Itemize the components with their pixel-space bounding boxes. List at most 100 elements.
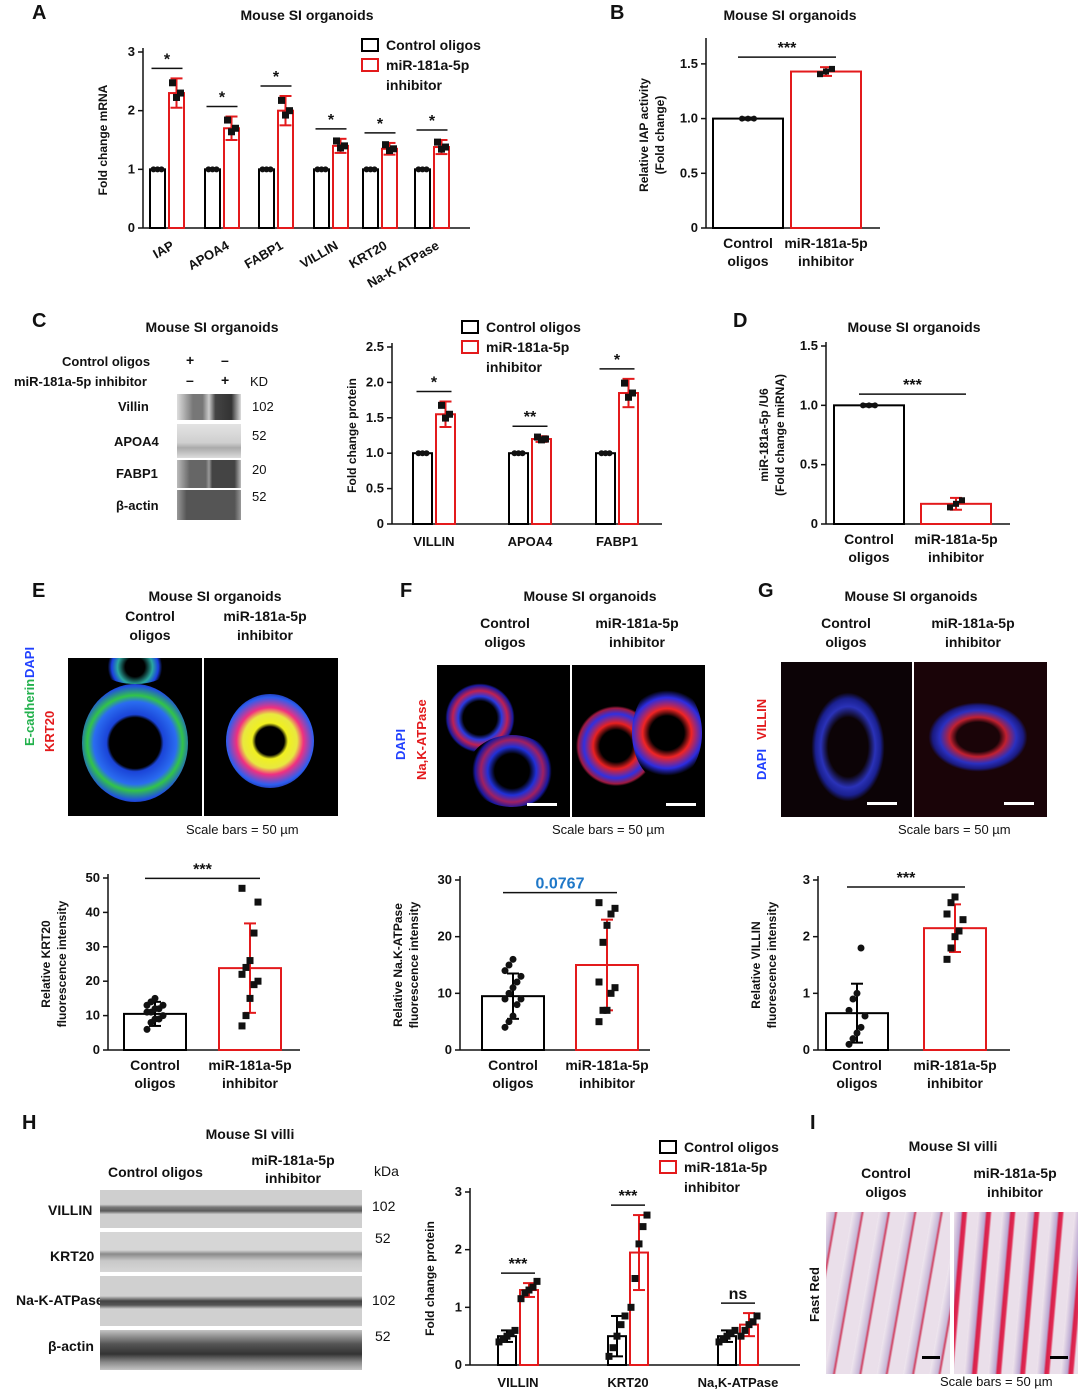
point-control-H	[605, 1352, 613, 1360]
panel-letter-f: F	[400, 580, 413, 602]
y-axis-label-G: fluorescence intensity	[765, 901, 779, 1028]
panel-i-image-inhibitor	[954, 1212, 1078, 1374]
point-inhibitor-F	[595, 899, 603, 907]
bar-control-F	[481, 995, 545, 1052]
point-inhibitor-A	[173, 93, 180, 101]
point-inhibitor-A	[337, 144, 344, 152]
point-control-H	[715, 1338, 723, 1346]
point-control-F	[509, 1012, 517, 1020]
blot-h-protein: VILLIN	[48, 1202, 93, 1218]
panel-e-col-inh-2: inhibitor	[237, 627, 293, 643]
blot-h-band-krt20	[100, 1232, 362, 1272]
y-tick-label-B: 0.5	[680, 165, 698, 180]
point-inhibitor-A	[232, 124, 239, 132]
point-inhibitor-G	[951, 893, 959, 901]
panel-i-scale-text: Scale bars = 50 µm	[940, 1374, 1053, 1389]
blot-c-protein: β-actin	[116, 498, 159, 513]
point-inhibitor-H	[525, 1286, 533, 1294]
point-inhibitor-H	[745, 1321, 753, 1329]
legend-swatch-inhibitor-A	[361, 58, 379, 72]
point-control-G	[857, 1023, 865, 1031]
significance-A: *	[164, 51, 171, 68]
x-tick-label-H: KRT20	[607, 1375, 648, 1390]
blot-h-protein: Na-K-ATPase	[16, 1292, 104, 1308]
x-tick-label-B: Control	[723, 235, 773, 251]
y-tick-label-F: 10	[438, 985, 452, 1000]
point-control-H	[727, 1329, 735, 1337]
point-control-A	[267, 166, 274, 173]
point-control-F	[501, 995, 509, 1003]
point-control-H	[507, 1329, 515, 1337]
point-inhibitor-D	[959, 497, 965, 504]
point-control-D	[860, 402, 866, 409]
point-control-H	[503, 1332, 511, 1340]
significance-G: ***	[897, 870, 916, 887]
point-control-F	[501, 967, 509, 975]
bar-control-A	[204, 168, 221, 229]
point-inhibitor-E	[242, 1012, 250, 1020]
point-inhibitor-F	[603, 1006, 611, 1014]
y-tick-label-C: 1.0	[366, 445, 384, 460]
point-control-F	[505, 961, 513, 969]
panel-a-title: Mouse SI organoids	[240, 7, 373, 23]
blot-h-group-inh-1: miR-181a-5p	[251, 1152, 335, 1168]
y-tick-label-H: 3	[455, 1184, 462, 1199]
x-tick-label-D: inhibitor	[928, 549, 985, 565]
point-inhibitor-A	[438, 145, 445, 153]
bar-control-D	[833, 404, 905, 526]
y-tick-label-F: 20	[438, 929, 452, 944]
blot-c-sign: –	[186, 372, 194, 388]
x-tick-label-H: VILLIN	[497, 1375, 538, 1390]
y-tick-label-H: 1	[455, 1299, 462, 1314]
y-tick-label-E: 10	[86, 1008, 100, 1023]
panel-i-image-control	[826, 1212, 950, 1374]
point-control-C	[423, 450, 430, 457]
bar-control-A	[149, 168, 166, 229]
y-tick-label-C: 1.5	[366, 410, 384, 425]
blot-h-protein: KRT20	[50, 1248, 95, 1264]
legend-label-inhibitor-C: miR-181a-5p	[486, 339, 569, 355]
y-tick-label-A: 1	[128, 161, 135, 176]
point-inhibitor-C	[621, 379, 628, 387]
y-tick-label-D: 1.5	[800, 338, 818, 353]
panel-e-image-control	[68, 658, 202, 816]
significance-F: 0.0767	[536, 876, 585, 893]
point-inhibitor-H	[631, 1275, 639, 1282]
bar-control-A	[414, 168, 431, 229]
bar-control-C	[412, 452, 433, 526]
x-tick-label-D: miR-181a-5p	[914, 531, 997, 547]
significance-H: ***	[619, 1188, 638, 1205]
point-inhibitor-E	[254, 898, 262, 906]
point-control-E	[159, 1012, 167, 1020]
blot-c-band-actin	[177, 490, 241, 520]
point-control-B	[745, 115, 751, 122]
y-tick-label-D: 0.5	[800, 457, 818, 472]
point-inhibitor-B	[823, 68, 829, 75]
blot-c-marker: 52	[252, 428, 267, 443]
bar-control-C	[508, 452, 529, 526]
point-inhibitor-C	[442, 414, 449, 422]
point-control-A	[158, 166, 165, 173]
point-inhibitor-A	[386, 147, 393, 155]
x-tick-label-F: Control	[488, 1057, 538, 1073]
y-tick-label-E: 0	[93, 1042, 100, 1057]
bar-inhibitor-A	[277, 109, 294, 229]
y-axis-label-B: Relative IAP activity	[637, 78, 651, 192]
point-inhibitor-D	[947, 504, 953, 511]
blot-c-sign: +	[186, 352, 195, 368]
point-inhibitor-F	[603, 921, 611, 929]
panel-e-title: Mouse SI organoids	[148, 588, 282, 604]
panel-f-col-inh-2: inhibitor	[609, 634, 665, 650]
blot-h-marker: 52	[375, 1328, 391, 1344]
legend-label-control-A: Control oligos	[386, 37, 481, 53]
x-tick-label-H: Na,K-ATPase	[698, 1375, 779, 1390]
legend-label-control-H: Control oligos	[684, 1139, 779, 1155]
point-control-G	[845, 1040, 853, 1048]
point-control-H	[723, 1332, 731, 1340]
bar-control-A	[313, 168, 330, 229]
panel-b-title: Mouse SI organoids	[723, 7, 856, 23]
y-tick-label-B: 0	[691, 220, 698, 235]
point-inhibitor-A	[177, 89, 184, 97]
point-inhibitor-B	[829, 65, 835, 72]
significance-A: *	[328, 112, 335, 129]
